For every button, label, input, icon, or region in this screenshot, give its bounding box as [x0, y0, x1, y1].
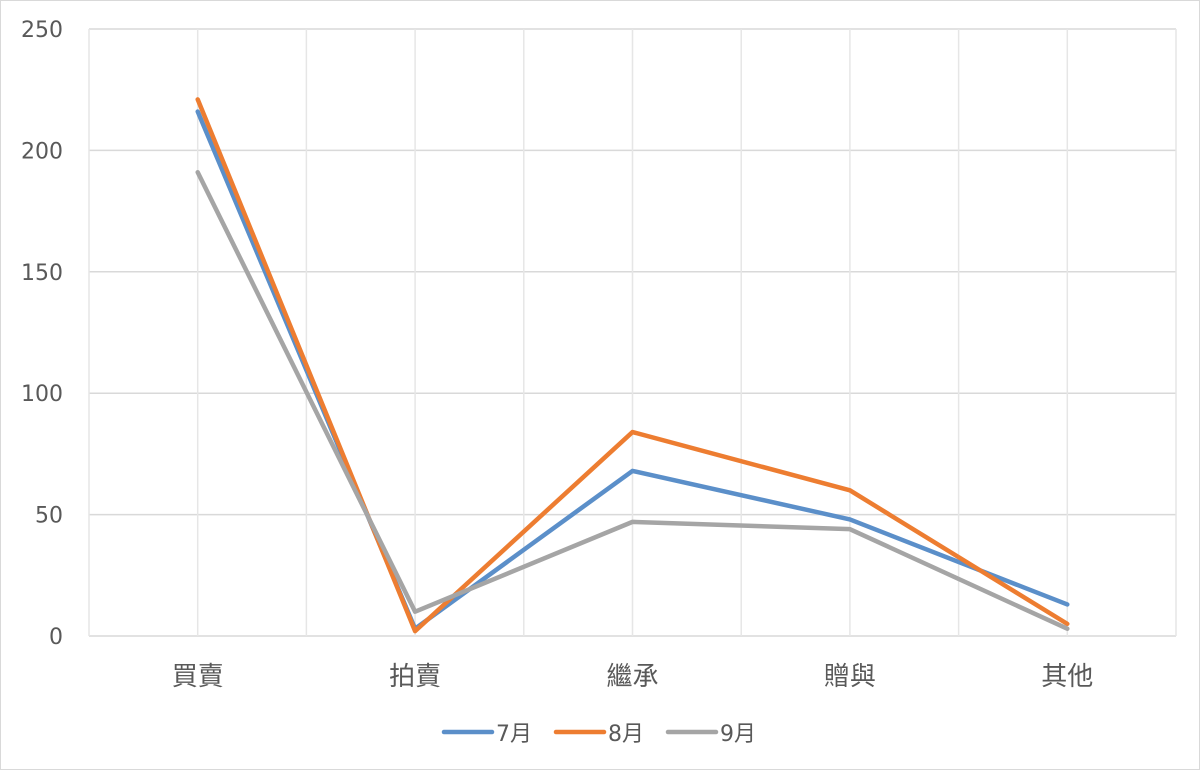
grid	[88, 28, 1177, 637]
series-lines	[195, 97, 1070, 634]
y-tick-label: 250	[21, 18, 63, 43]
x-axis-categories: 買賣 拍賣 繼承 贈與 其他	[172, 662, 1094, 692]
legend-label: 9月	[720, 722, 756, 747]
legend-label: 8月	[608, 722, 644, 747]
legend: 7月 8月 9月	[441, 722, 756, 747]
y-tick-label: 150	[21, 261, 63, 286]
x-category-label: 拍賣	[389, 662, 441, 692]
y-tick-label: 100	[21, 382, 63, 407]
y-tick-label: 200	[21, 139, 63, 164]
x-category-label: 繼承	[606, 662, 658, 692]
x-category-label: 其他	[1041, 662, 1093, 692]
y-axis-ticks: 0 50 100 150 200 250	[21, 18, 63, 650]
x-category-label: 贈與	[824, 662, 876, 692]
legend-label: 7月	[496, 722, 532, 747]
y-tick-label: 0	[49, 625, 63, 650]
x-category-label: 買賣	[172, 662, 224, 692]
y-tick-label: 50	[35, 504, 63, 529]
